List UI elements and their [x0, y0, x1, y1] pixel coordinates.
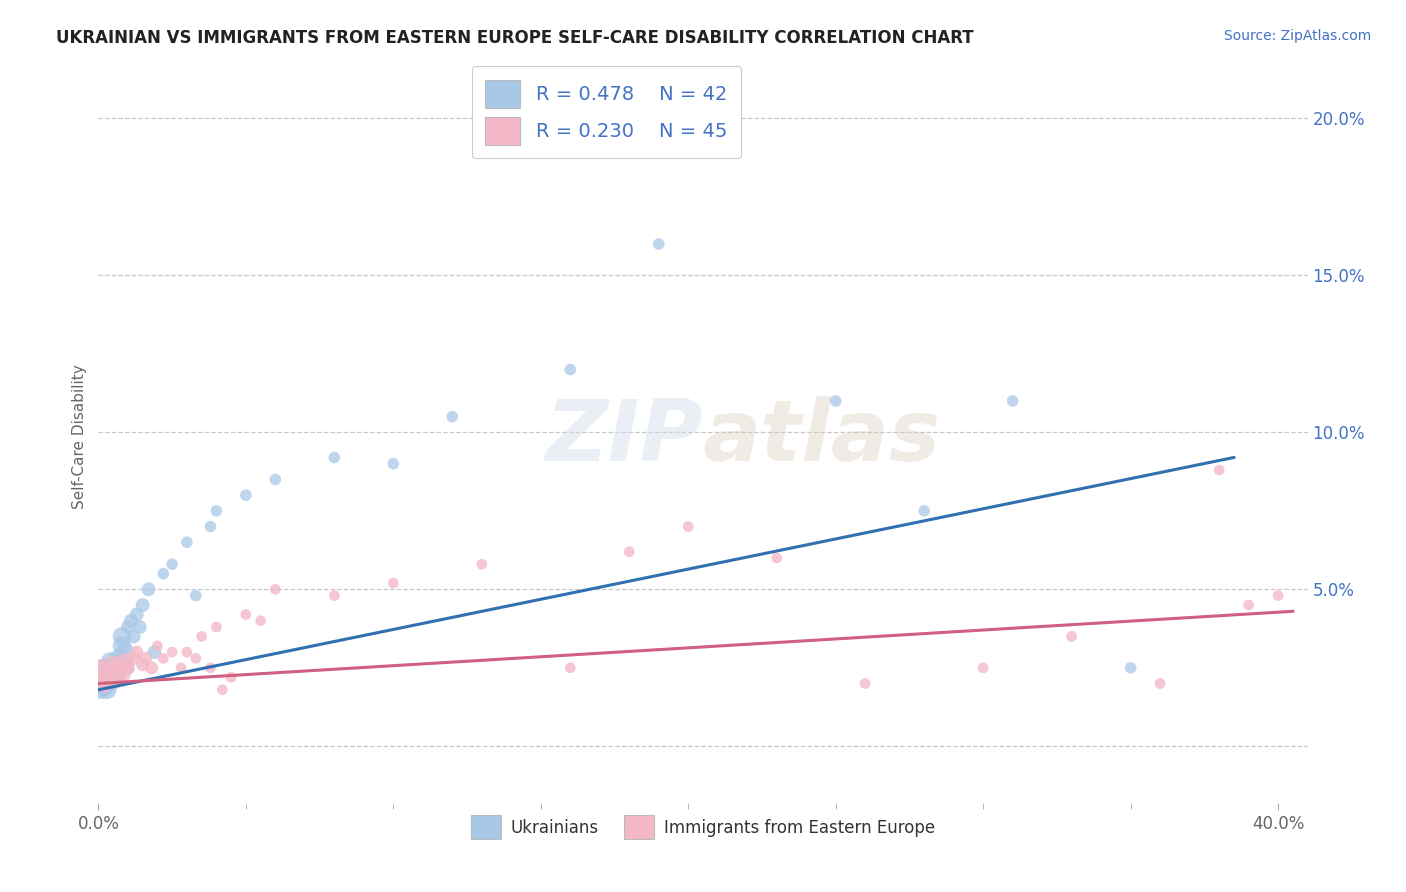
Point	[93, 661, 115, 675]
Point	[96, 676, 118, 690]
Point	[382, 576, 405, 591]
Point	[105, 657, 128, 672]
Point	[471, 558, 494, 572]
Point	[93, 676, 115, 690]
Legend: Ukrainians, Immigrants from Eastern Europe: Ukrainians, Immigrants from Eastern Euro…	[464, 809, 942, 846]
Point	[560, 362, 582, 376]
Point	[143, 645, 166, 659]
Point	[382, 457, 405, 471]
Point	[101, 664, 124, 678]
Point	[1267, 589, 1289, 603]
Point	[90, 661, 112, 675]
Point	[1237, 598, 1260, 612]
Point	[101, 657, 124, 672]
Point	[125, 645, 148, 659]
Point	[160, 645, 183, 659]
Point	[96, 682, 118, 697]
Point	[117, 661, 139, 675]
Point	[1149, 676, 1171, 690]
Point	[131, 598, 153, 612]
Point	[190, 629, 212, 643]
Point	[131, 657, 153, 672]
Point	[441, 409, 464, 424]
Point	[1001, 394, 1024, 409]
Point	[205, 504, 228, 518]
Point	[200, 519, 222, 533]
Point	[170, 661, 193, 675]
Text: Source: ZipAtlas.com: Source: ZipAtlas.com	[1223, 29, 1371, 43]
Point	[146, 639, 169, 653]
Point	[135, 651, 157, 665]
Y-axis label: Self-Care Disability: Self-Care Disability	[72, 365, 87, 509]
Point	[141, 661, 163, 675]
Point	[648, 237, 671, 252]
Point	[160, 558, 183, 572]
Point	[114, 655, 136, 669]
Point	[138, 582, 160, 597]
Point	[912, 504, 935, 518]
Point	[323, 450, 346, 465]
Point	[111, 667, 134, 681]
Point	[249, 614, 271, 628]
Point	[117, 661, 139, 675]
Point	[122, 629, 145, 643]
Point	[152, 566, 174, 581]
Point	[235, 607, 257, 622]
Point	[117, 620, 139, 634]
Point	[184, 589, 207, 603]
Point	[152, 651, 174, 665]
Point	[1119, 661, 1142, 675]
Point	[184, 651, 207, 665]
Point	[128, 620, 150, 634]
Point	[90, 670, 112, 684]
Point	[98, 667, 121, 681]
Point	[765, 550, 787, 565]
Point	[98, 655, 121, 669]
Point	[619, 544, 641, 558]
Point	[219, 670, 242, 684]
Point	[125, 607, 148, 622]
Point	[1060, 629, 1083, 643]
Point	[205, 620, 228, 634]
Point	[264, 473, 287, 487]
Point	[105, 670, 128, 684]
Text: UKRAINIAN VS IMMIGRANTS FROM EASTERN EUROPE SELF-CARE DISABILITY CORRELATION CHA: UKRAINIAN VS IMMIGRANTS FROM EASTERN EUR…	[56, 29, 974, 46]
Point	[93, 680, 115, 694]
Point	[264, 582, 287, 597]
Point	[93, 667, 115, 681]
Point	[972, 661, 994, 675]
Text: ZIP: ZIP	[546, 395, 703, 479]
Point	[824, 394, 846, 409]
Point	[200, 661, 222, 675]
Point	[853, 676, 876, 690]
Point	[101, 673, 124, 688]
Point	[111, 629, 134, 643]
Point	[108, 651, 131, 665]
Point	[111, 639, 134, 653]
Point	[176, 535, 198, 549]
Point	[122, 651, 145, 665]
Point	[98, 664, 121, 678]
Point	[90, 682, 112, 697]
Point	[105, 670, 128, 684]
Point	[90, 670, 112, 684]
Point	[678, 519, 700, 533]
Point	[108, 661, 131, 675]
Point	[120, 614, 142, 628]
Point	[235, 488, 257, 502]
Point	[560, 661, 582, 675]
Point	[114, 645, 136, 659]
Point	[176, 645, 198, 659]
Text: atlas: atlas	[703, 395, 941, 479]
Point	[211, 682, 233, 697]
Point	[323, 589, 346, 603]
Point	[1208, 463, 1230, 477]
Point	[96, 673, 118, 688]
